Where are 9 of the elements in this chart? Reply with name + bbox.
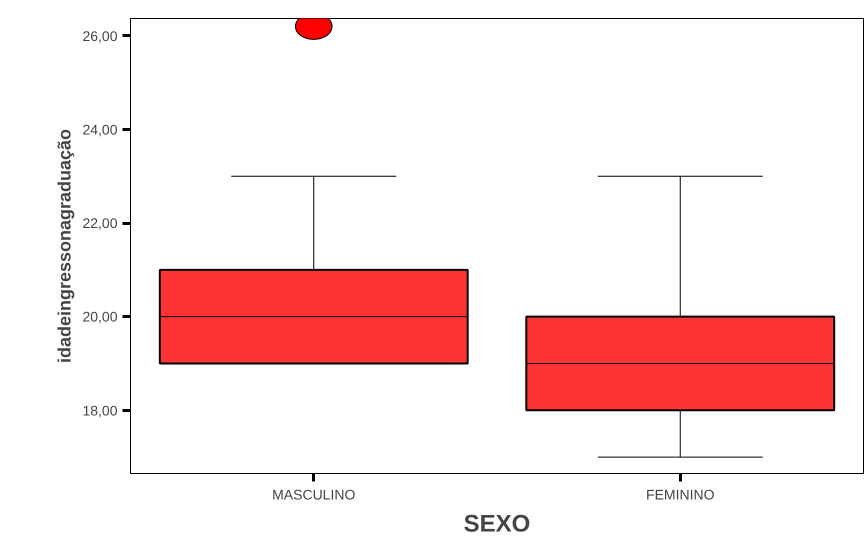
- y-tick-label: 24,00: [82, 121, 118, 138]
- y-tick-label: 26,00: [82, 28, 118, 44]
- x-axis-title: SEXO: [464, 510, 530, 538]
- x-tick-label: MASCULINO: [272, 486, 356, 502]
- y-axis-title: idadeingressonagraduação: [54, 128, 74, 364]
- y-tick-label: 20,00: [82, 308, 118, 325]
- y-tick-label: 18,00: [82, 402, 118, 418]
- y-tick-label: 22,00: [82, 215, 118, 232]
- x-tick-label: FEMININO: [646, 486, 715, 502]
